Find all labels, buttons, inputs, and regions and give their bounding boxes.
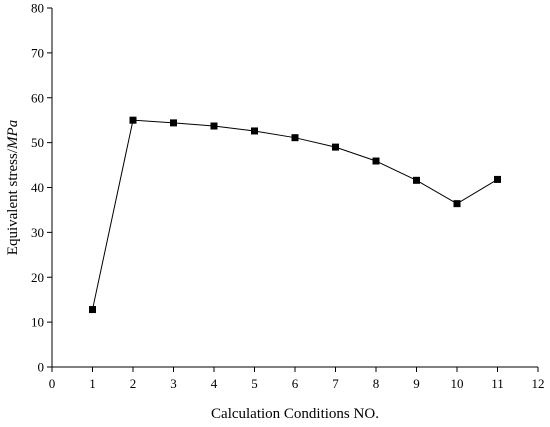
data-point-marker bbox=[251, 127, 258, 135]
y-tick-label: 40 bbox=[31, 180, 44, 195]
y-tick-label: 70 bbox=[31, 45, 44, 60]
x-tick-label: 6 bbox=[292, 376, 299, 391]
data-point-marker bbox=[210, 122, 218, 130]
x-tick-label: 10 bbox=[451, 376, 464, 391]
x-tick-label: 12 bbox=[532, 376, 545, 391]
data-point-marker bbox=[291, 134, 299, 142]
y-axis-ticks: 0 10 20 30 40 50 60 70 80 bbox=[31, 1, 52, 375]
x-tick-label: 1 bbox=[89, 376, 96, 391]
y-tick-label: 30 bbox=[31, 225, 44, 240]
x-axis-title: Calculation Conditions NO. bbox=[211, 406, 379, 422]
data-point-marker bbox=[453, 200, 461, 208]
data-point-marker bbox=[494, 175, 501, 183]
y-tick-label: 10 bbox=[31, 315, 44, 330]
y-axis-title-unit: MPa bbox=[5, 120, 21, 150]
x-tick-label: 9 bbox=[413, 376, 420, 391]
data-point-marker bbox=[129, 116, 137, 124]
x-tick-label: 5 bbox=[251, 376, 258, 391]
x-tick-label: 4 bbox=[211, 376, 218, 391]
y-axis-title: Equivalent stress/MPa bbox=[5, 120, 21, 255]
series-line bbox=[92, 119, 498, 310]
data-point-marker bbox=[170, 119, 177, 127]
x-tick-label: 8 bbox=[373, 376, 380, 391]
y-tick-label: 60 bbox=[31, 90, 44, 105]
series-group bbox=[89, 116, 501, 314]
x-axis-ticks: 0 1 2 3 4 5 6 7 8 9 10 11 12 bbox=[49, 367, 545, 391]
y-tick-label: 20 bbox=[31, 270, 44, 285]
x-tick-label: 3 bbox=[170, 376, 177, 391]
y-tick-label: 80 bbox=[31, 1, 44, 16]
data-point-marker bbox=[372, 157, 380, 165]
y-tick-label: 0 bbox=[38, 360, 45, 375]
x-tick-label: 0 bbox=[49, 376, 56, 391]
y-tick-label: 50 bbox=[31, 135, 44, 150]
data-point-marker bbox=[89, 306, 96, 314]
data-point-marker bbox=[413, 176, 420, 184]
x-tick-label: 7 bbox=[332, 376, 339, 391]
x-tick-label: 11 bbox=[491, 376, 504, 391]
data-point-marker bbox=[332, 143, 339, 151]
x-tick-label: 2 bbox=[130, 376, 137, 391]
y-axis-title-text: Equivalent stress/ bbox=[5, 148, 21, 255]
